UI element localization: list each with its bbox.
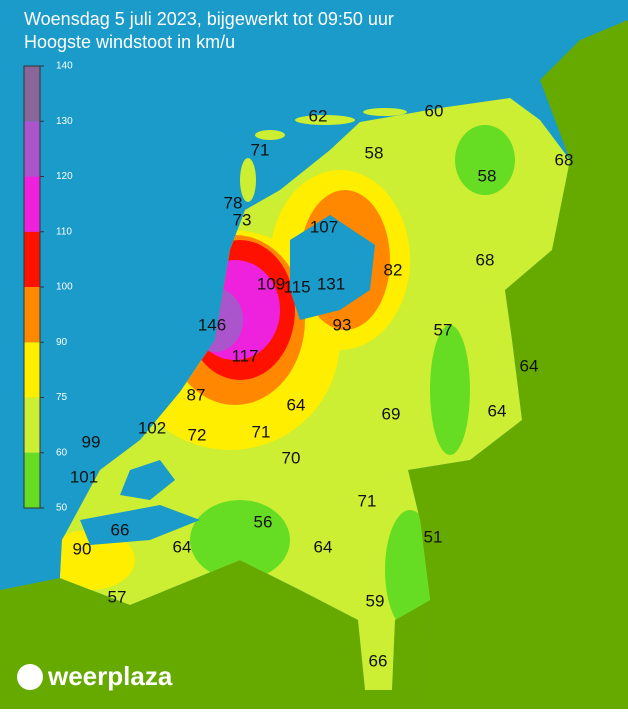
station-value: 131 <box>317 274 345 293</box>
legend-tick-label: 75 <box>56 392 68 403</box>
station-value: 57 <box>434 320 453 339</box>
legend-tick-label: 110 <box>56 226 72 237</box>
station-value: 69 <box>382 404 401 423</box>
logo-icon <box>17 664 43 690</box>
station-value: 64 <box>488 401 507 420</box>
station-value: 71 <box>252 422 271 441</box>
zone <box>60 530 135 590</box>
station-value: 56 <box>254 512 273 531</box>
station-value: 82 <box>384 260 403 279</box>
subtitle: Hoogste windstoot in km/u <box>24 32 235 52</box>
legend-tick-label: 140 <box>56 61 73 72</box>
station-value: 146 <box>198 315 226 334</box>
station-value: 101 <box>70 467 98 486</box>
station-value: 115 <box>283 277 310 296</box>
germany <box>408 20 628 709</box>
zone <box>385 510 435 630</box>
station-value: 87 <box>187 385 206 404</box>
legend: 50 60 75 90 100 110 120 130 140 <box>23 61 73 514</box>
legend-tick-label: 130 <box>56 116 73 127</box>
station-value: 78 <box>224 193 243 212</box>
legend-band <box>24 342 40 398</box>
station-value: 60 <box>425 101 444 120</box>
station-value: 102 <box>138 418 166 437</box>
zone <box>455 125 515 195</box>
station-value: 66 <box>111 520 130 539</box>
station-value: 107 <box>310 217 338 236</box>
estuary <box>120 460 175 500</box>
station-value: 51 <box>424 527 443 546</box>
station-value: 64 <box>314 537 333 556</box>
legend-band <box>24 452 40 508</box>
station-value: 64 <box>287 395 306 414</box>
legend-tick-label: 100 <box>56 282 73 293</box>
station-value: 59 <box>366 591 385 610</box>
estuary <box>80 505 200 545</box>
station-value: 71 <box>358 491 377 510</box>
legend-tick-label: 60 <box>56 447 68 458</box>
station-value: 90 <box>73 539 92 558</box>
legend-tick-label: 50 <box>56 503 68 514</box>
station-value: 72 <box>188 425 207 444</box>
legend-band <box>24 287 40 343</box>
station-value: 62 <box>309 106 328 125</box>
legend-tick-label: 90 <box>56 337 68 348</box>
legend-band <box>24 66 40 122</box>
station-value: 58 <box>365 143 384 162</box>
station-value: 71 <box>251 140 270 159</box>
legend-band <box>24 397 40 453</box>
title: Woensdag 5 juli 2023, bijgewerkt tot 09:… <box>24 9 394 29</box>
legend-tick-label: 120 <box>56 171 73 182</box>
station-value: 109 <box>257 274 285 293</box>
station-value: 73 <box>233 210 252 229</box>
legend-band <box>24 231 40 287</box>
legend-band <box>24 176 40 232</box>
zone <box>190 500 290 580</box>
station-value: 64 <box>520 356 539 375</box>
zone <box>430 325 470 455</box>
station-value: 66 <box>369 651 388 670</box>
station-value: 93 <box>333 315 352 334</box>
belgium <box>0 560 430 709</box>
station-value: 117 <box>231 346 258 365</box>
wadden-islands <box>240 108 407 202</box>
legend-band <box>24 121 40 177</box>
station-value: 64 <box>173 537 192 556</box>
station-value: 58 <box>478 166 497 185</box>
station-value: 70 <box>282 448 301 467</box>
station-value: 68 <box>476 250 495 269</box>
station-value: 99 <box>82 432 101 451</box>
ijsselmeer <box>290 215 375 320</box>
station-value: 57 <box>108 587 127 606</box>
logo: weerplaza <box>47 661 173 691</box>
station-value: 68 <box>555 150 574 169</box>
